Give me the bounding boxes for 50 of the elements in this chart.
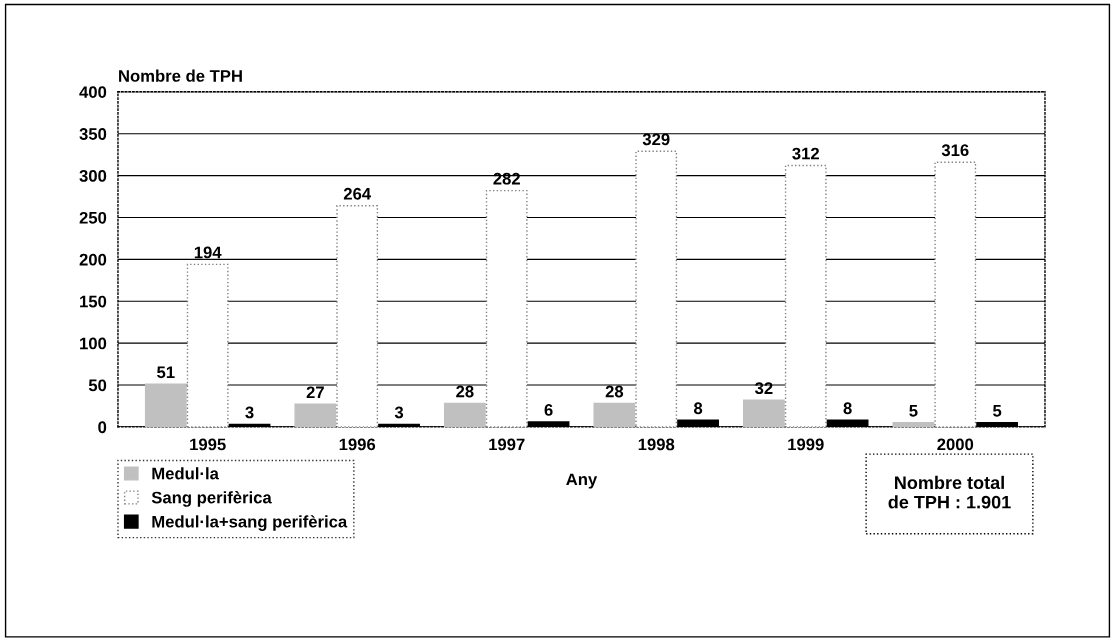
data-label: 312: [792, 147, 819, 160]
y-tick-label: 250: [79, 211, 107, 224]
bar: [443, 402, 486, 427]
y-tick-label: 50: [88, 379, 107, 392]
x-tick-label: 1997: [489, 438, 525, 451]
bar: [743, 399, 785, 427]
y-tick-label: 100: [80, 337, 107, 350]
data-label: 5: [993, 405, 1002, 417]
legend-label: Medul·la+sang perifèrica: [152, 515, 348, 531]
data-label: 329: [642, 133, 670, 146]
data-label: 3: [394, 406, 404, 419]
x-tick-label: 1999: [788, 438, 824, 451]
x-tick-label: 1995: [190, 438, 226, 451]
bar: [635, 150, 678, 427]
bar: [892, 422, 935, 427]
legend-label: Medul·la: [152, 467, 219, 480]
data-label: 5: [909, 405, 918, 417]
y-tick-label: 400: [79, 86, 107, 99]
data-label: 51: [157, 366, 175, 379]
x-tick-label: 2000: [937, 438, 974, 451]
y-tick-label: 350: [79, 128, 107, 140]
bar: [186, 263, 229, 427]
data-label: 264: [343, 187, 372, 200]
data-label: 28: [456, 385, 474, 398]
x-axis-title: Any: [566, 473, 598, 489]
y-tick-label: 300: [79, 169, 107, 182]
bar: [934, 161, 977, 427]
bar: [485, 189, 528, 427]
bar: [144, 383, 187, 427]
bar: [593, 402, 636, 427]
data-label: 316: [941, 144, 969, 157]
y-tick-label: 0: [98, 421, 107, 434]
data-label: 8: [843, 402, 852, 415]
y-tick-label: 200: [79, 253, 107, 266]
text: Nombre total de TPH : 1.901: [888, 475, 1011, 509]
x-tick-label: 1996: [339, 438, 376, 451]
data-label: 32: [755, 382, 773, 395]
x-tick-label: 1998: [638, 438, 675, 451]
data-label: 6: [544, 404, 553, 416]
y-axis-title: Nombre de TPH: [119, 69, 242, 82]
data-label: 8: [693, 402, 703, 415]
data-label: 194: [194, 246, 222, 259]
bar: [784, 164, 827, 427]
bar: [336, 205, 379, 427]
data-label: 3: [245, 406, 254, 419]
bar: [294, 403, 337, 427]
data-label: 27: [306, 386, 324, 399]
y-tick-label: 150: [80, 295, 107, 308]
data-label: 28: [605, 385, 624, 398]
legend-label: Sang perifèrica: [151, 491, 272, 507]
